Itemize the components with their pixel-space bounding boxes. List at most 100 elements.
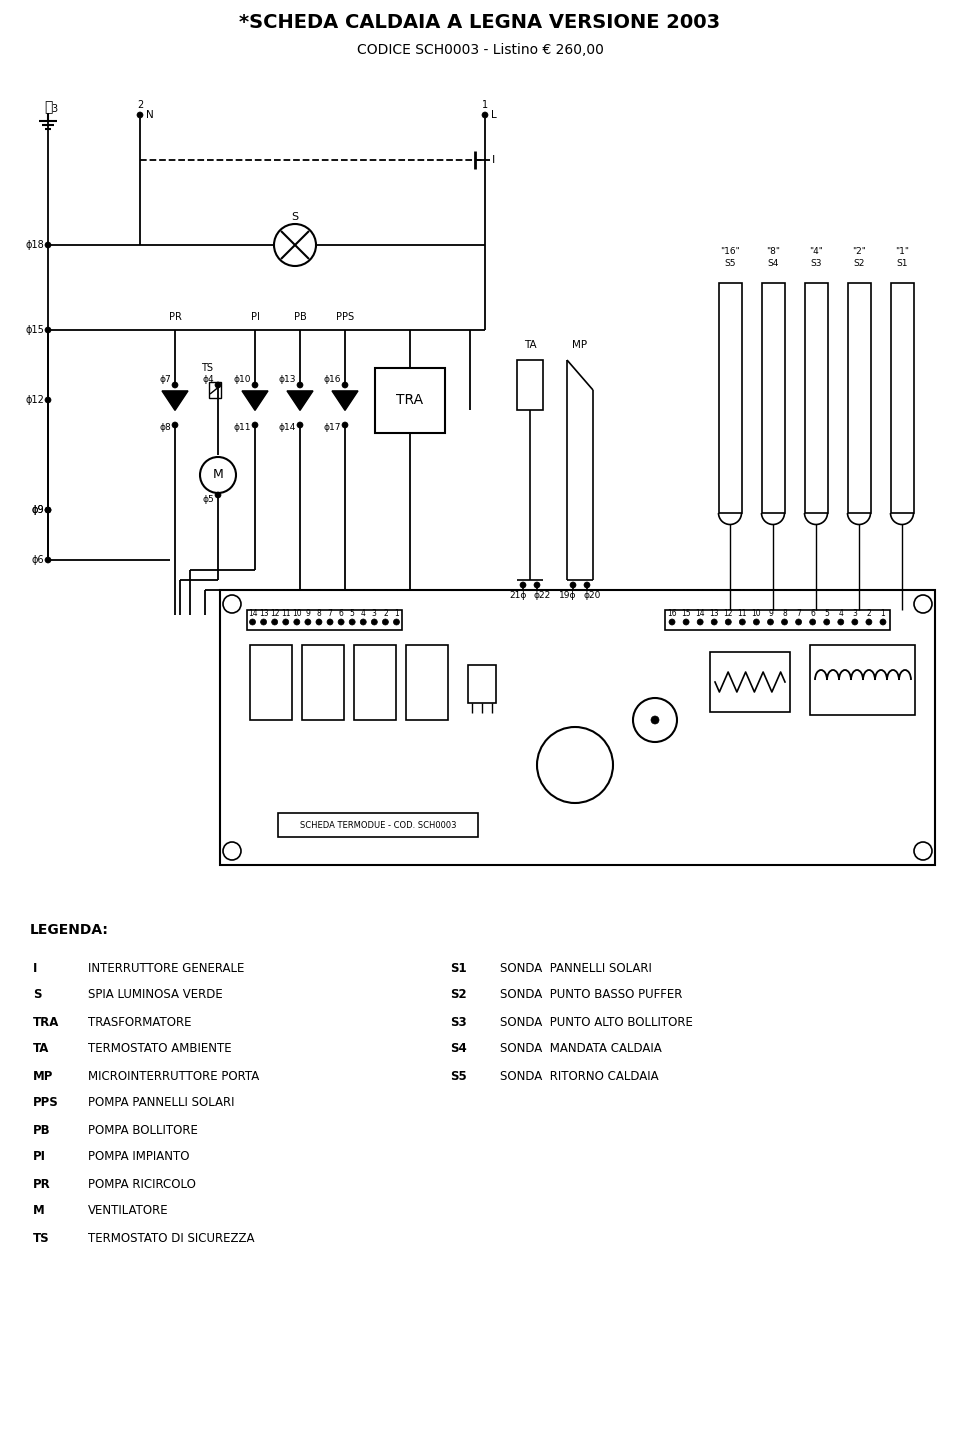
Bar bbox=[406, 645, 448, 720]
Text: S4: S4 bbox=[767, 259, 779, 268]
Text: S5: S5 bbox=[724, 259, 735, 268]
Polygon shape bbox=[162, 390, 188, 410]
Circle shape bbox=[534, 582, 540, 588]
Text: "1": "1" bbox=[895, 248, 909, 256]
Circle shape bbox=[223, 842, 241, 860]
Bar bbox=[354, 645, 396, 720]
Circle shape bbox=[382, 619, 389, 625]
Circle shape bbox=[651, 716, 659, 724]
Text: SONDA  MANDATA CALDAIA: SONDA MANDATA CALDAIA bbox=[500, 1043, 661, 1056]
Circle shape bbox=[669, 619, 675, 625]
Polygon shape bbox=[287, 390, 313, 410]
Text: ϕ16: ϕ16 bbox=[324, 376, 341, 384]
Text: S: S bbox=[292, 212, 299, 222]
Circle shape bbox=[520, 582, 526, 588]
Text: S1: S1 bbox=[897, 259, 908, 268]
Text: PPS: PPS bbox=[336, 312, 354, 323]
Bar bbox=[220, 590, 935, 865]
Circle shape bbox=[327, 619, 333, 625]
Text: 6: 6 bbox=[339, 609, 344, 618]
Text: ϕ18: ϕ18 bbox=[25, 240, 44, 251]
Circle shape bbox=[45, 242, 51, 248]
Text: 9: 9 bbox=[305, 609, 310, 618]
Text: ϕ4: ϕ4 bbox=[203, 376, 214, 384]
Polygon shape bbox=[242, 390, 268, 410]
Text: S2: S2 bbox=[450, 988, 467, 1001]
Polygon shape bbox=[332, 390, 358, 410]
Bar bbox=[810, 645, 915, 716]
Circle shape bbox=[172, 422, 178, 428]
Text: S3: S3 bbox=[810, 259, 822, 268]
Circle shape bbox=[252, 382, 258, 387]
Text: ϕ17: ϕ17 bbox=[324, 422, 341, 432]
Text: 6: 6 bbox=[810, 609, 815, 618]
Circle shape bbox=[260, 619, 267, 625]
Text: 11: 11 bbox=[281, 609, 291, 618]
Bar bbox=[848, 284, 871, 513]
Text: PB: PB bbox=[33, 1123, 51, 1136]
Circle shape bbox=[711, 619, 717, 625]
Text: PB: PB bbox=[294, 312, 306, 323]
Text: 4: 4 bbox=[361, 609, 366, 618]
Bar bbox=[665, 611, 890, 631]
Circle shape bbox=[684, 619, 689, 625]
Text: PI: PI bbox=[251, 312, 259, 323]
Circle shape bbox=[349, 619, 355, 625]
Text: 1: 1 bbox=[395, 609, 398, 618]
Circle shape bbox=[697, 619, 703, 625]
Text: ϕ14: ϕ14 bbox=[278, 422, 296, 432]
Text: POMPA BOLLITORE: POMPA BOLLITORE bbox=[88, 1123, 198, 1136]
Text: M: M bbox=[33, 1204, 45, 1217]
Text: POMPA PANNELLI SOLARI: POMPA PANNELLI SOLARI bbox=[88, 1096, 234, 1109]
Text: 14: 14 bbox=[248, 609, 257, 618]
Circle shape bbox=[754, 619, 759, 625]
Text: SONDA  PUNTO BASSO PUFFER: SONDA PUNTO BASSO PUFFER bbox=[500, 988, 683, 1001]
Circle shape bbox=[294, 619, 300, 625]
Text: 1: 1 bbox=[482, 99, 488, 109]
Text: 10: 10 bbox=[292, 609, 301, 618]
Circle shape bbox=[338, 619, 344, 625]
Text: 12: 12 bbox=[270, 609, 279, 618]
Bar bbox=[891, 284, 914, 513]
Text: 8: 8 bbox=[317, 609, 322, 618]
Circle shape bbox=[914, 595, 932, 613]
Text: POMPA IMPIANTO: POMPA IMPIANTO bbox=[88, 1151, 189, 1164]
Bar bbox=[375, 369, 445, 433]
Bar bbox=[517, 360, 543, 410]
Text: PR: PR bbox=[169, 312, 181, 323]
Circle shape bbox=[767, 619, 774, 625]
Circle shape bbox=[316, 619, 322, 625]
Text: MP: MP bbox=[33, 1070, 54, 1083]
Text: SONDA  PANNELLI SOLARI: SONDA PANNELLI SOLARI bbox=[500, 962, 652, 975]
Text: TS: TS bbox=[33, 1231, 50, 1244]
Text: ⏚: ⏚ bbox=[44, 99, 52, 114]
Text: 13: 13 bbox=[259, 609, 269, 618]
Circle shape bbox=[824, 619, 829, 625]
Text: SPIA LUMINOSA VERDE: SPIA LUMINOSA VERDE bbox=[88, 988, 223, 1001]
Text: 11: 11 bbox=[737, 609, 747, 618]
Circle shape bbox=[342, 422, 348, 428]
Text: N: N bbox=[146, 109, 154, 120]
Circle shape bbox=[726, 619, 732, 625]
Text: SONDA  RITORNO CALDAIA: SONDA RITORNO CALDAIA bbox=[500, 1070, 659, 1083]
Circle shape bbox=[739, 619, 745, 625]
Circle shape bbox=[45, 397, 51, 403]
Circle shape bbox=[45, 557, 51, 563]
Circle shape bbox=[283, 619, 289, 625]
Circle shape bbox=[852, 619, 858, 625]
Circle shape bbox=[584, 582, 590, 588]
Circle shape bbox=[914, 842, 932, 860]
Text: 21ϕ: 21ϕ bbox=[510, 590, 527, 599]
Text: TA: TA bbox=[33, 1043, 49, 1056]
Bar bbox=[805, 284, 828, 513]
Text: INTERRUTTORE GENERALE: INTERRUTTORE GENERALE bbox=[88, 962, 245, 975]
Text: 3: 3 bbox=[372, 609, 376, 618]
Text: POMPA RICIRCOLO: POMPA RICIRCOLO bbox=[88, 1178, 196, 1191]
Text: ϕ7: ϕ7 bbox=[159, 376, 171, 384]
Circle shape bbox=[394, 619, 399, 625]
Text: "8": "8" bbox=[766, 248, 780, 256]
Text: ϕ12: ϕ12 bbox=[25, 395, 44, 405]
Text: TS: TS bbox=[201, 363, 213, 373]
Text: 19ϕ: 19ϕ bbox=[560, 590, 577, 599]
Text: 4: 4 bbox=[838, 609, 843, 618]
